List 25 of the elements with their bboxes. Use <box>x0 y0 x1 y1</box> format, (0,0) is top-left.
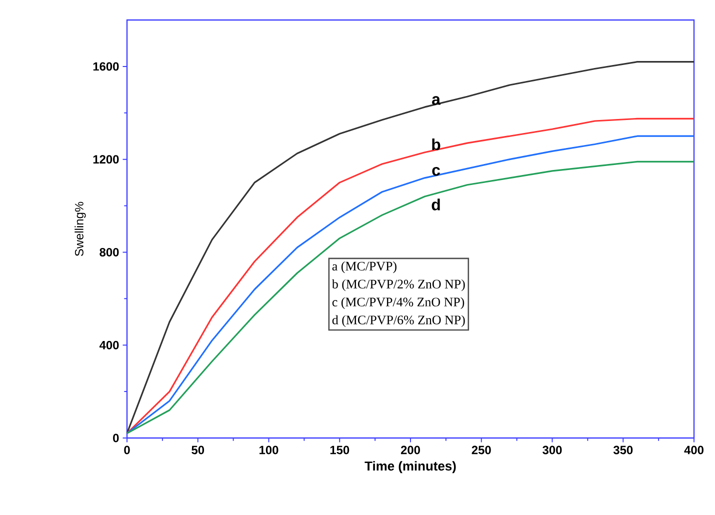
series-label: a <box>432 96 441 105</box>
y-tick-label: 400 <box>99 340 119 350</box>
series-label: d <box>432 198 440 210</box>
x-tick-label: 150 <box>330 446 350 454</box>
annotation: a (MC/PVP) <box>332 261 396 274</box>
y-tick-label: 800 <box>100 248 119 256</box>
y-tick-label: 1200 <box>93 155 119 164</box>
annotation: b (MC/PVP/2% ZnO NP) <box>332 279 465 292</box>
x-tick-label: 350 <box>613 446 633 454</box>
line-series <box>126 60 695 434</box>
series-label: c <box>432 166 440 176</box>
x-axis-title: Time (minutes) <box>364 461 456 474</box>
series-label: b <box>432 138 440 150</box>
x-tick-label: 50 <box>192 446 204 454</box>
x-tick-label: 200 <box>400 446 420 454</box>
y-axis-title: Swelling% <box>74 202 86 256</box>
annotation: c (MC/PVP/4% ZnO NP) <box>332 297 464 310</box>
x-tick-label: 300 <box>542 446 562 454</box>
annotation: d (MC/PVP/6% ZnO NP) <box>332 315 465 327</box>
y-tick-label: 1600 <box>93 62 119 71</box>
y-tick-label: 0 <box>113 434 119 442</box>
x-tick-label: 0 <box>124 446 130 454</box>
x-tick-label: 400 <box>684 446 704 454</box>
x-tick-label: 250 <box>472 446 491 454</box>
x-tick-label: 100 <box>260 446 278 454</box>
